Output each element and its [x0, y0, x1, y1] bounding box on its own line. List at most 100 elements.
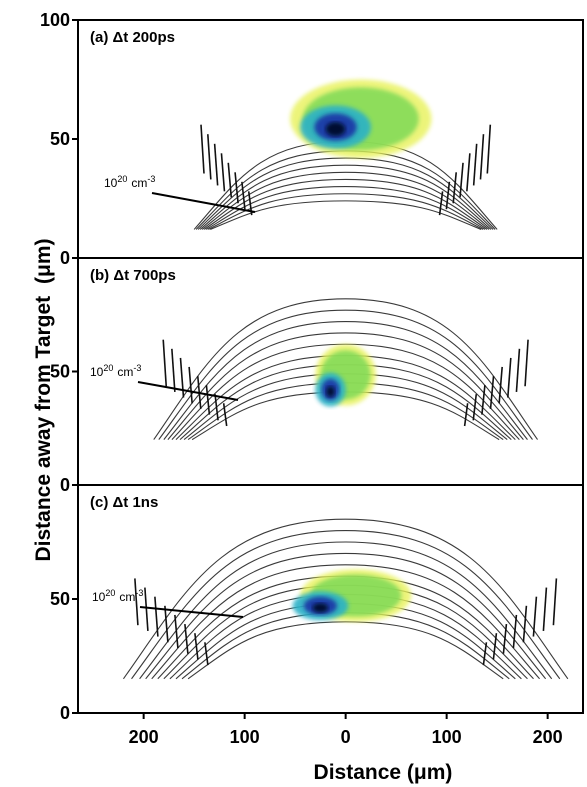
x-tick-labels: 200 100 0 100 200: [129, 713, 563, 747]
contour-line: [167, 332, 524, 440]
contour-edge-fragment: [502, 623, 508, 654]
y-tick-label: 50: [50, 589, 70, 609]
panel-c: 50 0 (c) Δt 1ns 1020 cm-3: [50, 484, 584, 723]
density-core: [325, 122, 346, 137]
contour-line: [163, 321, 528, 440]
contour-edge-fragment: [466, 153, 471, 192]
x-axis-title: Distance (μm): [314, 761, 453, 784]
y-axis-title: Distance away from Target (μm): [32, 238, 55, 561]
x-tick-label: 0: [341, 727, 351, 747]
contour-edge-fragment: [188, 366, 193, 404]
contour-line: [131, 530, 561, 680]
contour-edge-fragment: [507, 357, 512, 398]
contour-edge-fragment: [552, 578, 558, 626]
contour-edge-fragment: [482, 642, 488, 666]
y-tick-label: 100: [40, 10, 70, 30]
annotation-unit: cm: [119, 590, 135, 604]
contour-edge-fragment: [234, 172, 239, 204]
panel-b: 50 0 (b) Δt 700ps 1020 cm-3: [50, 257, 584, 495]
contour-edge-fragment: [207, 134, 212, 180]
annotation-exponent: 20: [105, 588, 115, 598]
density-annotation: 1020 cm-3: [104, 174, 155, 190]
contour-edge-fragment: [184, 623, 189, 654]
density-annotation: 1020 cm-3: [92, 588, 143, 604]
annotation-unit: cm: [131, 176, 147, 190]
contour-edge-fragment: [204, 642, 209, 666]
annotation-unit: cm: [117, 365, 133, 379]
contour-edge-fragment: [438, 191, 444, 216]
contour-line: [139, 541, 553, 680]
density-annotation: 1020 cm-3: [90, 363, 141, 379]
annotation-base: 10: [90, 365, 104, 379]
contour-edge-fragment: [214, 394, 219, 421]
annotation-arrow: [137, 381, 239, 401]
y-tick-label: 0: [60, 703, 70, 723]
contour-edge-fragment: [498, 366, 503, 404]
annotation-base: 10: [104, 176, 118, 190]
contour-line: [158, 309, 533, 440]
panel-title: (b) Δt 700ps: [90, 267, 176, 284]
x-tick-label: 200: [129, 727, 159, 747]
density-core: [312, 603, 329, 613]
panel-title: (c) Δt 1ns: [90, 494, 158, 511]
x-tick-label: 100: [432, 727, 462, 747]
contour-edge-fragment: [512, 614, 518, 649]
density-core: [326, 386, 335, 398]
contour-edge-fragment: [479, 134, 485, 180]
contour-edge-fragment: [486, 124, 492, 174]
annotation-unit-exponent: -3: [147, 174, 155, 184]
contour-edge-fragment: [174, 614, 179, 649]
y-tick-label: 0: [60, 475, 70, 495]
contour-edge-fragment: [472, 143, 478, 186]
contour-line: [208, 193, 484, 230]
contour-edge-fragment: [524, 339, 529, 387]
y-axis-label: Distance away from Target: [32, 296, 55, 562]
contour-edge-fragment: [452, 172, 458, 204]
contour-edge-fragment: [162, 339, 168, 387]
contour-edge-fragment: [205, 385, 211, 415]
contour-edge-fragment: [222, 403, 228, 427]
contour-line: [151, 564, 540, 680]
contour-line: [199, 164, 492, 230]
contour-edge-fragment: [492, 633, 498, 660]
contour-edge-fragment: [213, 143, 219, 186]
annotation-arrow: [151, 192, 256, 213]
contour-edge-fragment: [445, 181, 451, 210]
panel-title: (a) Δt 200ps: [90, 29, 175, 46]
contour-edge-fragment: [134, 578, 139, 626]
contour-edge-fragment: [542, 587, 548, 631]
contour-edge-fragment: [154, 596, 159, 637]
contour-edge-fragment: [515, 348, 521, 392]
contour-line: [153, 298, 539, 440]
contour-line: [123, 518, 569, 680]
y-axis-unit: (μm): [32, 238, 55, 284]
contour-edge-fragment: [522, 605, 528, 643]
annotation-base: 10: [92, 590, 106, 604]
annotation-exponent: 20: [117, 174, 127, 184]
contour-edge-fragment: [532, 596, 538, 637]
contour-line: [203, 178, 488, 230]
contour-edge-fragment: [463, 403, 469, 427]
contour-edge-fragment: [241, 181, 246, 210]
contour-line: [210, 200, 482, 230]
y-tick-label: 0: [60, 248, 70, 268]
contour-edge-fragment: [171, 348, 176, 392]
annotation-unit-exponent: -3: [135, 588, 143, 598]
contour-edge-fragment: [164, 605, 169, 643]
contour-edge-fragment: [472, 394, 478, 421]
contour-edge-fragment: [194, 633, 199, 660]
contour-line: [145, 552, 547, 680]
y-tick-label: 50: [50, 129, 70, 149]
annotation-exponent: 20: [103, 363, 113, 373]
contour-line: [187, 621, 504, 680]
contour-edge-fragment: [459, 162, 464, 198]
contour-edge-fragment: [220, 153, 226, 192]
contour-edge-fragment: [481, 385, 486, 415]
contour-edge-fragment: [489, 375, 495, 410]
x-tick-label: 200: [533, 727, 563, 747]
annotation-arrow: [139, 606, 244, 618]
y-tick-label: 50: [50, 362, 70, 382]
contour-line: [197, 157, 494, 230]
annotation-unit-exponent: -3: [133, 363, 141, 373]
